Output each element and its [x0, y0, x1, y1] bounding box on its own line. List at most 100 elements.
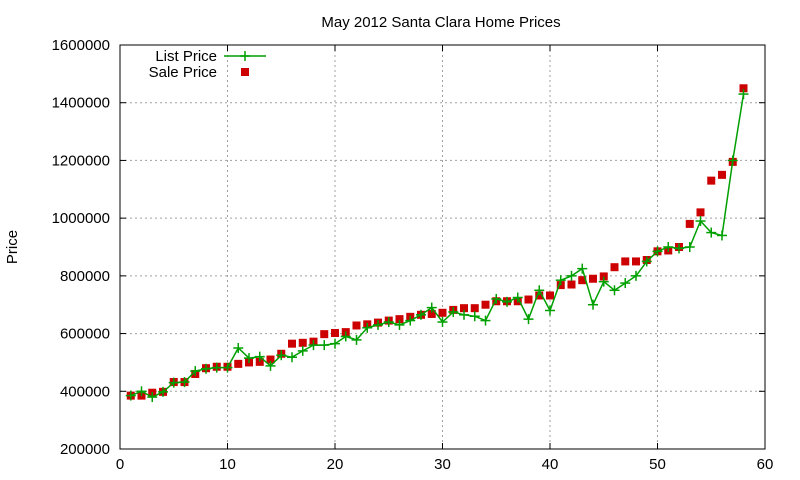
- list-price-point: [534, 285, 545, 296]
- list-price-point: [125, 390, 136, 401]
- sale-price-point: [460, 304, 468, 313]
- list-price-point: [340, 331, 351, 342]
- sale-price-point: [718, 170, 726, 179]
- sale-price-point: [685, 219, 694, 228]
- x-tick-label-3: 30: [434, 456, 451, 473]
- y-tick-label-2: 600000: [60, 326, 110, 343]
- y-tick-label-7: 1600000: [52, 37, 110, 54]
- list-price-point: [588, 299, 598, 310]
- legend-label-sale-price: Sale Price: [149, 64, 217, 81]
- sale-price-point: [535, 291, 544, 300]
- x-tick-label-1: 10: [219, 456, 236, 473]
- x-tick-label-2: 20: [327, 456, 344, 473]
- sale-price-point: [234, 359, 243, 368]
- list-price-point: [383, 317, 394, 328]
- sale-price-point: [266, 355, 275, 364]
- list-price-point: [147, 392, 158, 403]
- list-price-point: [577, 263, 588, 274]
- x-tick-label-4: 40: [542, 456, 559, 473]
- plot-frame: [119, 44, 766, 450]
- list-price-point: [158, 386, 168, 397]
- list-price-point: [276, 350, 287, 361]
- series-layer: [125, 84, 749, 403]
- list-price-point: [319, 340, 330, 351]
- list-price-point: [136, 386, 147, 397]
- y-tick-label-4: 1000000: [52, 210, 110, 227]
- sale-price-point: [610, 263, 619, 272]
- sale-price-point: [707, 176, 716, 185]
- y-tick-label-0: 200000: [60, 441, 110, 458]
- list-price-point: [738, 89, 749, 100]
- sale-price-point: [632, 257, 640, 266]
- list-price-point: [727, 155, 738, 166]
- sale-price-point: [470, 304, 479, 313]
- list-price-point: [448, 306, 459, 317]
- list-price-line: [130, 93, 745, 398]
- list-price-point: [168, 377, 179, 388]
- list-price-point: [598, 276, 609, 287]
- list-price-point: [695, 216, 706, 227]
- x-tick-label-0: 0: [116, 456, 124, 473]
- list-price-point: [523, 314, 534, 325]
- list-price-point: [265, 360, 276, 371]
- list-price-point: [244, 353, 254, 364]
- axis-ticks: 0 10 20 30 40 50 60 200000 400000 600000 800000 100…: [52, 37, 774, 473]
- list-price-point: [566, 270, 577, 281]
- list-price-point: [469, 311, 480, 322]
- list-price-point: [437, 317, 448, 328]
- y-axis-label: Price: [4, 230, 21, 264]
- list-price-point: [674, 243, 684, 254]
- list-price-point: [717, 230, 727, 241]
- list-price-point: [394, 319, 405, 330]
- list-price-point: [211, 362, 222, 373]
- list-price-point: [706, 227, 717, 238]
- legend-swatch-list-price-marker: [240, 51, 250, 61]
- sale-price-point: [255, 357, 264, 366]
- list-price-point: [652, 246, 663, 257]
- legend: List Price Sale Price: [149, 48, 266, 81]
- list-price-point: [405, 315, 416, 326]
- list-price-point: [545, 305, 555, 316]
- list-price-point: [480, 315, 491, 326]
- grid: [120, 45, 765, 449]
- list-price-point: [684, 242, 695, 252]
- list-price-point: [609, 285, 620, 296]
- list-price-point: [254, 351, 265, 362]
- x-tick-label-6: 60: [757, 456, 774, 473]
- legend-swatch-list-price: [224, 51, 266, 61]
- list-price-point: [426, 302, 437, 313]
- list-price-point: [362, 322, 373, 333]
- list-price-point: [287, 352, 297, 363]
- list-price-point: [179, 377, 190, 388]
- list-price-point: [308, 340, 319, 351]
- list-price-point: [222, 362, 233, 373]
- y-tick-label-5: 1200000: [52, 152, 110, 169]
- y-tick-label-1: 400000: [60, 383, 110, 400]
- sale-price-point: [395, 315, 404, 324]
- sale-price-point: [288, 339, 296, 348]
- sale-price-point: [546, 291, 554, 300]
- sale-price-point: [696, 208, 705, 217]
- list-price-point: [555, 275, 566, 286]
- y-tick-label-3: 800000: [60, 268, 110, 285]
- list-price-point: [373, 319, 383, 330]
- list-price-point: [512, 292, 523, 303]
- sale-price-point: [599, 272, 608, 281]
- sale-price-point: [352, 321, 361, 330]
- series-list-price: [125, 89, 749, 403]
- series-sale-price: [126, 84, 748, 400]
- sale-price-point: [427, 309, 436, 318]
- list-price-point: [201, 363, 211, 374]
- sale-price-point: [621, 257, 630, 266]
- list-price-point: [459, 309, 469, 320]
- sale-price-point: [298, 338, 307, 347]
- list-price-point: [641, 256, 652, 267]
- sale-price-point: [739, 84, 748, 93]
- list-price-point: [502, 296, 512, 307]
- sale-price-point: [438, 308, 447, 317]
- list-price-point: [620, 278, 631, 289]
- list-price-point: [190, 366, 201, 377]
- list-price-point: [297, 345, 308, 356]
- legend-swatch-sale-price: [241, 68, 249, 76]
